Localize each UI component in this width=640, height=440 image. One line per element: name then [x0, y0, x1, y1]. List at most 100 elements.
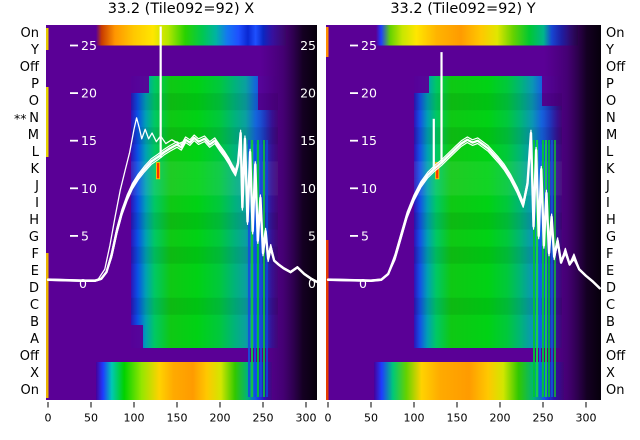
rfi-stripe [536, 140, 538, 397]
x-tick-label: 300 [296, 412, 317, 425]
row-label-right-19: Off [606, 349, 626, 365]
heatmap-band [96, 362, 272, 400]
row-label-left-19: Off [19, 349, 39, 365]
y-tick-label-right: 25 [300, 38, 316, 53]
y-tick-label: 15 [361, 133, 377, 148]
row-label-left-6: M [27, 127, 39, 143]
row-label-right-3: P [606, 76, 614, 92]
y-tick-label: 20 [81, 86, 97, 101]
row-label-left-13: F [31, 247, 39, 263]
row-label-right-13: F [606, 247, 614, 263]
row-label-left-20: X [30, 366, 39, 382]
y-tick-label-right: 20 [300, 86, 316, 101]
row-label-left-10: I [35, 195, 39, 211]
row-label-right-17: B [606, 315, 615, 331]
row-label-right-11: H [606, 213, 616, 229]
y-tick-label: 20 [361, 86, 377, 101]
bandpass-curve [46, 131, 318, 283]
row-label-left-7: L [31, 144, 39, 160]
row-label-right-8: K [606, 161, 615, 177]
heatmap-panel-y: 25 20 15 10 5 0 0 50 100 150 200 250 300 [325, 25, 601, 425]
y-tick-label: 15 [81, 133, 97, 148]
panel-y-title: 33.2 (Tile092=92) Y [390, 1, 536, 17]
y-tick-label: 5 [81, 228, 89, 243]
y-tick-mark [70, 187, 78, 190]
y-tick-label: 10 [81, 181, 97, 196]
row-label-left-3: P [31, 76, 39, 92]
rfi-stripe [539, 140, 541, 397]
row-label-left-11: H [29, 213, 39, 229]
row-label-right-20: X [606, 366, 615, 382]
x-tick-label: 50 [364, 412, 378, 425]
row-labels-right: On Y Off P O N M L K J I H G F E D C B A Off X On [605, 0, 640, 440]
bandpass-curve [326, 131, 601, 290]
rfi-stripe [542, 140, 544, 397]
row-shade [414, 127, 562, 145]
y-tick-label: 25 [361, 38, 377, 53]
y-tick-mark [70, 139, 78, 142]
y-tick-mark [350, 92, 358, 94]
heatmap-band [374, 362, 564, 400]
row-shade [131, 212, 278, 230]
y-tick-label: 5 [361, 228, 369, 243]
row-label-right-21: On [606, 383, 625, 399]
y-tick-label: 0 [359, 276, 367, 291]
x-tick-label: 100 [404, 412, 425, 425]
x-tick-label: 200 [490, 412, 511, 425]
row-label-right-6: M [606, 127, 618, 143]
heatmap-notch [414, 76, 429, 93]
row-label-left-2: Off [19, 59, 39, 75]
y-tick-mark [350, 235, 358, 237]
edge-strip [46, 253, 49, 398]
y-tick-label-right: 10 [300, 181, 316, 196]
x-tick-label: 50 [84, 412, 98, 425]
row-label-right-2: Off [606, 59, 626, 75]
edge-strip [46, 87, 49, 157]
row-label-left-15: D [28, 281, 39, 297]
row-label-left-9: J [35, 178, 39, 194]
row-label-right-1: Y [606, 42, 614, 58]
y-tick-mark [350, 139, 358, 142]
rfi-stripe [251, 140, 253, 397]
y-tick-mark [350, 187, 358, 190]
row-shade [131, 93, 278, 111]
x-tick-label: 150 [167, 412, 188, 425]
y-tick-label: 25 [81, 38, 97, 53]
row-label-left-4: O [28, 93, 39, 109]
y-tick-label-right: 0 [308, 276, 316, 291]
rfi-stripe [533, 140, 535, 397]
flagged-channel-marker [156, 162, 161, 180]
row-shade [414, 297, 562, 315]
row-labels-left: On Y Off P O N M L K J I H G F E D C B A Off X On [0, 0, 41, 440]
y-tick-label: 0 [79, 276, 87, 291]
row-label-right-5: N [606, 110, 616, 126]
y-tick-mark [70, 44, 78, 47]
row-shade [131, 297, 278, 315]
right-dark-fade [544, 25, 601, 400]
edge-strip [326, 240, 329, 400]
edge-strip [326, 27, 329, 57]
panel-x-title: 33.2 (Tile092=92) X [107, 1, 255, 17]
heatmap-panel-x: 25 25 20 20 15 15 10 10 5 5 0 0 0 50 100 150 200 250 300 [45, 25, 318, 425]
x-tick-label: 0 [45, 412, 52, 425]
y-tick-label: 10 [361, 181, 377, 196]
y-tick-label-right: 5 [308, 228, 316, 243]
row-label-left-0: On [20, 25, 39, 41]
row-label-left-18: A [30, 332, 39, 348]
row-highlight [414, 161, 562, 179]
row-label-left-17: B [30, 315, 39, 331]
y-tick-mark [70, 92, 78, 94]
row-shade [131, 246, 278, 264]
row-label-right-9: J [606, 178, 610, 194]
bandpass-curve [97, 117, 187, 281]
heatmap-notch [131, 76, 149, 93]
x-tick-label: 100 [124, 412, 145, 425]
row-label-left-8: K [30, 161, 39, 177]
y-tick-mark [350, 44, 358, 47]
rfi-stripe [254, 140, 256, 397]
row-label-left-14: E [30, 264, 39, 280]
row-label-left-16: C [29, 298, 39, 314]
